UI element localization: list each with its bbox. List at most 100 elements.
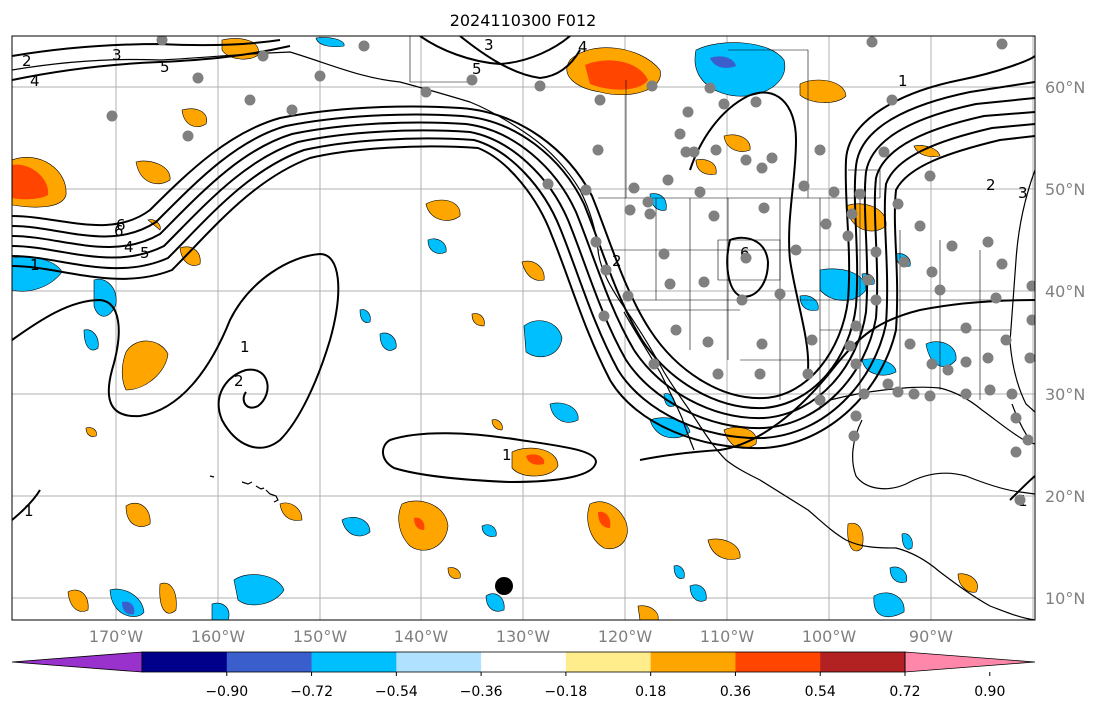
station-dot: [192, 72, 204, 84]
shade-blob: [485, 593, 505, 612]
lon-tick-label: 110°W: [700, 627, 755, 646]
shade-blob: [211, 602, 230, 620]
station-dot: [774, 288, 786, 300]
contour-label: 1: [898, 72, 908, 90]
station-dot: [106, 110, 118, 122]
station-dot: [758, 202, 770, 214]
contour-label: 1: [240, 338, 250, 356]
station-dot: [600, 264, 612, 276]
station-dot: [942, 364, 954, 376]
contour-line: [12, 97, 1035, 420]
station-dot: [664, 278, 676, 290]
shade-blob: [491, 419, 503, 431]
contour-line: [459, 36, 581, 80]
contour-label: 4: [30, 72, 40, 90]
station-dot: [1010, 446, 1022, 458]
station-dot: [580, 184, 592, 196]
station-dot: [790, 244, 802, 256]
contour-line: [689, 91, 810, 371]
station-dot: [598, 310, 610, 322]
station-dot: [670, 324, 682, 336]
station-dot: [766, 152, 778, 164]
lon-tick-label: 130°W: [496, 627, 551, 646]
coastline-baja: [623, 311, 695, 451]
station-dot: [1006, 388, 1018, 400]
lat-axis: 60°N 50°N 40°N 30°N 20°N 10°N: [1045, 78, 1085, 608]
location-marker[interactable]: [495, 577, 513, 595]
contour-line: [382, 432, 598, 484]
station-dot: [934, 284, 946, 296]
shade-blob: [710, 56, 736, 68]
station-dot: [358, 40, 370, 52]
lon-tick-label: 160°W: [191, 627, 246, 646]
hawaii-islands: [209, 475, 279, 503]
station-dot: [926, 266, 938, 278]
station-dot: [646, 80, 658, 92]
station-dot: [286, 104, 298, 116]
station-dot: [996, 38, 1008, 50]
shade-blob: [121, 340, 169, 391]
colorbar-tick-label: −0.36: [460, 684, 503, 700]
contour-label: 2: [22, 52, 32, 70]
map-title: 2024110300 F012: [450, 11, 597, 30]
station-dot: [466, 74, 478, 86]
station-dot: [754, 368, 766, 380]
shade-blob: [279, 502, 303, 521]
lon-tick-label: 90°W: [909, 627, 953, 646]
lat-tick-label: 40°N: [1045, 282, 1085, 301]
station-dot: [1010, 412, 1022, 424]
contour-line: [12, 489, 41, 521]
station-dot: [712, 368, 724, 380]
station-dot: [644, 208, 656, 220]
contour-line: [12, 55, 1035, 400]
lat-tick-label: 60°N: [1045, 78, 1085, 97]
shade-blob: [901, 533, 913, 550]
colorbar-segment: [735, 652, 821, 672]
station-dot: [1026, 280, 1035, 292]
contour-label: 3: [1018, 184, 1028, 202]
station-dot: [662, 174, 674, 186]
contour-label: 2: [612, 252, 622, 270]
lon-tick-label: 100°W: [802, 627, 857, 646]
station-dot: [658, 248, 670, 260]
station-dot: [814, 144, 826, 156]
shade-blob: [122, 601, 135, 615]
station-dot: [698, 276, 710, 288]
shade-blob: [598, 511, 611, 528]
station-dot: [960, 356, 972, 368]
station-dot: [688, 146, 700, 158]
station-dot: [704, 82, 716, 94]
contour-label: 2: [986, 176, 996, 194]
station-dot: [314, 70, 326, 82]
colorbar-tick-label: −0.72: [290, 684, 333, 700]
contour-line: [12, 123, 1035, 440]
shade-blob: [549, 402, 579, 423]
shade-blob: [425, 199, 461, 221]
station-dot: [648, 358, 660, 370]
colorbar-extend-low: [11, 651, 143, 673]
shade-blob: [83, 329, 99, 351]
station-dot: [870, 294, 882, 306]
station-dot: [420, 86, 432, 98]
colorbar-segment: [820, 652, 906, 672]
shade-blob: [414, 517, 425, 530]
station-dot: [990, 292, 1002, 304]
station-dot: [806, 334, 818, 346]
station-dot: [946, 240, 958, 252]
station-dot: [882, 378, 894, 390]
station-dot: [892, 386, 904, 398]
station-dot: [908, 388, 920, 400]
shade-blob: [379, 332, 397, 351]
colorbar-segment: [311, 652, 397, 672]
station-dot: [924, 170, 936, 182]
colorbar-tick-label: −0.18: [544, 684, 587, 700]
station-dot: [590, 236, 602, 248]
map-panel[interactable]: 1 2 4 5 6 3 1 2 3 4 5 6 1 1 2 3 6 5 4 1 …: [12, 35, 1038, 621]
contour-line: [1009, 475, 1035, 501]
shade-blob: [159, 582, 177, 614]
colorbar: −0.90 −0.72 −0.54 −0.36 −0.18 0.18 0.36 0.54 0.7…: [11, 651, 1036, 700]
coastline-gulf-south: [852, 419, 1035, 495]
station-dot: [642, 196, 654, 208]
map-frame: [11, 35, 1036, 621]
shade-blob: [471, 313, 485, 327]
